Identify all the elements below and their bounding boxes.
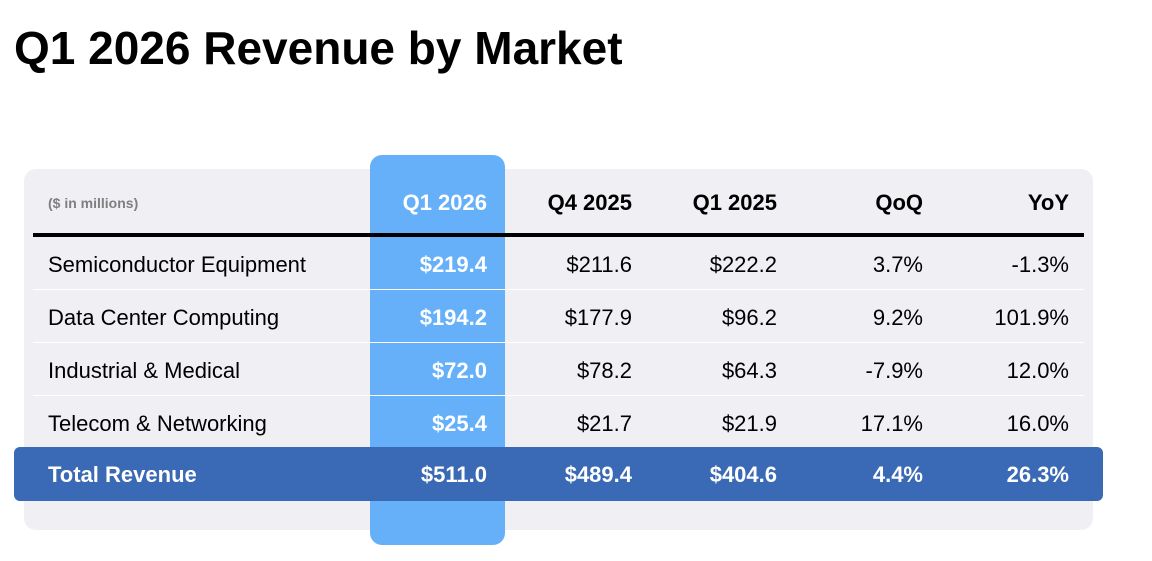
table-cell: $219.4 bbox=[419, 252, 487, 277]
table-cell: $222.2 bbox=[709, 252, 777, 277]
column-header: Q1 2026 bbox=[402, 190, 487, 215]
table-cell: $194.2 bbox=[419, 305, 487, 330]
table-cell: $21.7 bbox=[576, 411, 632, 436]
table-cell: 9.2% bbox=[872, 305, 923, 330]
row-separator bbox=[33, 289, 1084, 290]
total-cell: 26.3% bbox=[1006, 462, 1069, 487]
row-separator bbox=[33, 342, 1084, 343]
table-cell: 3.7% bbox=[872, 252, 923, 277]
table-cell: $72.0 bbox=[431, 358, 487, 383]
row-label: Industrial & Medical bbox=[48, 358, 240, 383]
total-row-label: Total Revenue bbox=[48, 462, 197, 487]
table-cell: $25.4 bbox=[431, 411, 487, 436]
table-cell: $64.3 bbox=[721, 358, 777, 383]
table-cell: 101.9% bbox=[994, 305, 1069, 330]
table-cell: $211.6 bbox=[566, 252, 632, 277]
table-cell: $78.2 bbox=[576, 358, 632, 383]
table-cell: 17.1% bbox=[860, 411, 923, 436]
column-header: Q4 2025 bbox=[547, 190, 632, 215]
total-cell: $511.0 bbox=[420, 462, 487, 487]
column-header: YoY bbox=[1027, 190, 1069, 215]
header-rule bbox=[33, 233, 1084, 237]
column-header: QoQ bbox=[875, 190, 923, 215]
table-cell: 16.0% bbox=[1006, 411, 1069, 436]
total-cell: 4.4% bbox=[872, 462, 923, 487]
table-cell: $177.9 bbox=[564, 305, 632, 330]
table-cell: 12.0% bbox=[1006, 358, 1069, 383]
total-row-bar bbox=[14, 447, 1103, 501]
table-cell: $21.9 bbox=[721, 411, 777, 436]
row-separator bbox=[33, 395, 1084, 396]
table-cell: -7.9% bbox=[865, 358, 923, 383]
table-cell: $96.2 bbox=[721, 305, 777, 330]
row-label: Data Center Computing bbox=[48, 305, 280, 330]
total-cell: $489.4 bbox=[564, 462, 632, 487]
row-label: Semiconductor Equipment bbox=[48, 252, 307, 277]
table-cell: -1.3% bbox=[1011, 252, 1069, 277]
total-cell: $404.6 bbox=[709, 462, 777, 487]
row-label: Telecom & Networking bbox=[48, 411, 267, 436]
unit-label: ($ in millions) bbox=[48, 195, 139, 211]
page-title: Q1 2026 Revenue by Market bbox=[14, 22, 623, 74]
column-header: Q1 2025 bbox=[692, 190, 777, 215]
